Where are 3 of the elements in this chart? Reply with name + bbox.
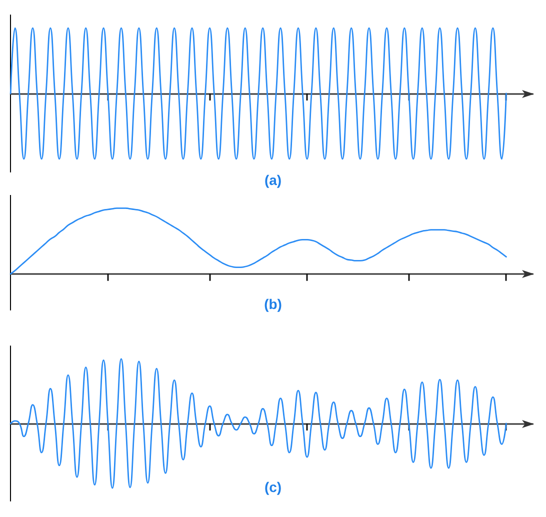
text: (a) — [264, 172, 282, 188]
text: (b) — [264, 296, 282, 312]
text: (c) — [264, 479, 282, 495]
